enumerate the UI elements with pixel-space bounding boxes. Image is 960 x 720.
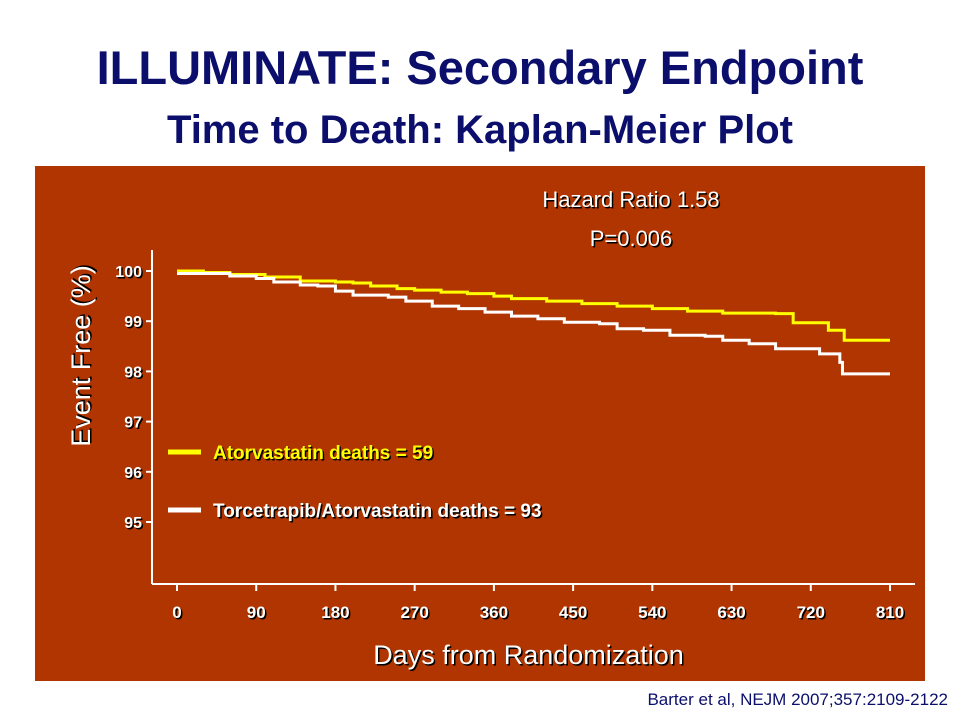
y-tick-label-98-shadow: 98	[126, 366, 144, 383]
series-line-1	[177, 272, 890, 376]
y-axis-label-shadow: Event Free (%)	[68, 264, 98, 446]
x-tick-label-630-text: 630	[717, 603, 745, 622]
chart-panel: 100 100 99 99 98 98 97 97 96 96 95 95 0 0 90 90 180 180 27…	[35, 166, 925, 681]
x-tick-label-810-shadow: 810	[877, 605, 905, 624]
y-tick-label-97-text: 97	[124, 415, 142, 432]
x-tick-label-90-text: 90	[247, 603, 266, 622]
annotation-1-shadow: P=0.006	[591, 228, 674, 253]
x-tick-label-450-text: 450	[559, 603, 587, 622]
legend-label-1: Torcetrapib/Atorvastatin deaths = 93Torc…	[213, 501, 543, 524]
x-tick-label-360-shadow: 360	[481, 605, 509, 624]
legend-label-0-shadow: Atorvastatin deaths = 59	[215, 445, 435, 466]
x-axis-label-shadow: Days from Randomization	[375, 642, 686, 672]
x-tick-label-270-shadow: 270	[402, 605, 430, 624]
annotation-0-shadow: Hazard Ratio 1.58	[544, 189, 721, 214]
x-axis-label-text: Days from Randomization	[373, 640, 684, 670]
slide-title: ILLUMINATE: Secondary Endpoint	[96, 41, 864, 94]
annotation-1-text: P=0.006	[590, 226, 673, 251]
chart-series	[177, 269, 890, 376]
x-tick-label-720-text: 720	[797, 603, 825, 622]
x-tick-label-540-shadow: 540	[640, 605, 668, 624]
y-tick-label-99-text: 99	[124, 314, 142, 331]
y-tick-label-96-shadow: 96	[126, 466, 144, 483]
legend-label-1-text: Torcetrapib/Atorvastatin deaths = 93	[213, 501, 542, 522]
y-tick-label-98-text: 98	[124, 364, 142, 381]
x-tick-label-180-shadow: 180	[323, 605, 351, 624]
y-tick-label-100-shadow: 100	[117, 266, 144, 283]
x-tick-label-90-shadow: 90	[248, 605, 267, 624]
y-tick-label-96-text: 96	[124, 465, 142, 482]
x-tick-label-540-text: 540	[638, 603, 666, 622]
y-tick-label-99-shadow: 99	[126, 316, 144, 333]
x-tick-label-450-shadow: 450	[560, 605, 588, 624]
x-tick-label-0-shadow: 0	[174, 605, 183, 624]
annotation-0-text: Hazard Ratio 1.58	[542, 187, 719, 212]
x-tick-label-810-text: 810	[876, 603, 904, 622]
y-tick-label-95-text: 95	[124, 515, 142, 532]
x-tick-label-630-shadow: 630	[719, 605, 747, 624]
y-axis-label-text: Event Free (%)	[66, 265, 96, 447]
slide-subtitle: Time to Death: Kaplan-Meier Plot	[166, 108, 793, 152]
x-tick-label-270-text: 270	[400, 603, 428, 622]
x-tick-label-720-shadow: 720	[798, 605, 826, 624]
legend-label-0-text: Atorvastatin deaths = 59	[213, 443, 433, 464]
y-tick-label-100-text: 100	[115, 264, 142, 281]
x-tick-label-360-text: 360	[480, 603, 508, 622]
x-tick-label-0-text: 0	[172, 603, 181, 622]
y-axis-label: Event Free (%)Event Free (%)	[66, 264, 98, 447]
citation: Barter et al, NEJM 2007;357:2109-2122	[647, 690, 948, 709]
series-line-0	[177, 269, 890, 342]
y-tick-label-95-shadow: 95	[126, 517, 144, 534]
legend-label-1-shadow: Torcetrapib/Atorvastatin deaths = 93	[215, 503, 544, 524]
x-tick-label-0: 00	[172, 603, 183, 624]
y-tick-label-97-shadow: 97	[126, 416, 144, 433]
x-tick-label-180-text: 180	[321, 603, 349, 622]
